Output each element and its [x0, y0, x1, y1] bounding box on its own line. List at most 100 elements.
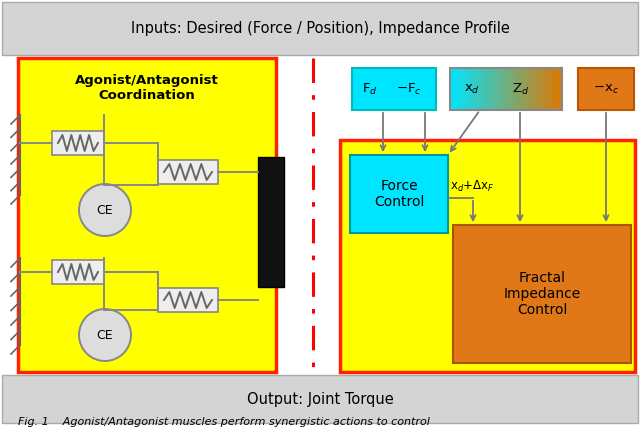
Bar	[511, 68, 513, 110]
Bar	[520, 68, 522, 110]
Bar	[537, 68, 539, 110]
Text: Fig. 1    Agonist/Antagonist muscles perform synergistic actions to control: Fig. 1 Agonist/Antagonist muscles perfor…	[18, 417, 430, 427]
Bar	[475, 68, 477, 110]
Bar	[461, 68, 463, 110]
Bar	[471, 68, 473, 110]
Bar	[509, 68, 511, 110]
Text: Agonist/Antagonist
Coordination: Agonist/Antagonist Coordination	[75, 74, 219, 102]
Bar	[470, 68, 472, 110]
Bar	[541, 68, 543, 110]
Bar	[534, 68, 536, 110]
Bar	[488, 68, 490, 110]
Text: Inputs: Desired (Force / Position), Impedance Profile: Inputs: Desired (Force / Position), Impe…	[131, 20, 509, 35]
Bar	[492, 68, 494, 110]
Bar	[450, 68, 562, 110]
Bar	[352, 68, 436, 110]
Bar	[500, 68, 502, 110]
Bar	[525, 68, 527, 110]
Bar	[453, 225, 631, 363]
Bar	[530, 68, 532, 110]
Bar	[543, 68, 544, 110]
Bar	[523, 68, 525, 110]
Bar	[529, 68, 531, 110]
Bar	[551, 68, 553, 110]
Bar	[158, 288, 218, 312]
Bar	[516, 68, 518, 110]
Bar	[506, 68, 508, 110]
Bar	[524, 68, 526, 110]
Bar	[484, 68, 486, 110]
Bar	[548, 68, 550, 110]
Bar	[561, 68, 563, 110]
Bar	[538, 68, 540, 110]
Bar	[496, 68, 498, 110]
Bar	[450, 68, 452, 110]
Bar	[481, 68, 483, 110]
Bar	[522, 68, 524, 110]
Bar	[556, 68, 558, 110]
Bar	[554, 68, 556, 110]
Bar	[518, 68, 520, 110]
Text: Fractal
Impedance
Control: Fractal Impedance Control	[504, 271, 580, 317]
Bar	[258, 157, 284, 287]
Bar	[515, 68, 516, 110]
Circle shape	[79, 309, 131, 361]
Bar	[486, 68, 488, 110]
Bar	[474, 68, 476, 110]
Bar	[477, 68, 479, 110]
Bar	[463, 68, 465, 110]
Bar	[491, 68, 493, 110]
Bar	[536, 68, 538, 110]
Bar	[464, 68, 466, 110]
Bar	[340, 140, 635, 372]
Bar	[504, 68, 506, 110]
Bar	[544, 68, 546, 110]
Bar	[547, 68, 548, 110]
Bar	[453, 68, 454, 110]
Text: CE: CE	[97, 204, 113, 217]
Text: Force
Control: Force Control	[374, 179, 424, 209]
Bar	[503, 68, 505, 110]
Bar	[498, 68, 499, 110]
Bar	[460, 68, 461, 110]
Text: Z$_d$: Z$_d$	[512, 82, 529, 96]
Bar	[517, 68, 519, 110]
Bar	[531, 68, 533, 110]
Bar	[558, 68, 560, 110]
Bar	[479, 68, 481, 110]
Bar	[549, 68, 551, 110]
Circle shape	[79, 184, 131, 236]
Bar	[513, 68, 515, 110]
Bar	[540, 68, 541, 110]
Text: x$_d$: x$_d$	[464, 82, 480, 95]
Text: F$_d$: F$_d$	[362, 82, 378, 96]
Bar	[52, 131, 104, 155]
Bar	[495, 68, 497, 110]
Bar	[559, 68, 561, 110]
Bar	[555, 68, 557, 110]
Bar	[482, 68, 484, 110]
Bar	[527, 68, 529, 110]
Bar	[2, 375, 638, 423]
Bar	[2, 2, 638, 55]
Text: $-$F$_c$: $-$F$_c$	[396, 82, 422, 96]
Bar	[350, 155, 448, 233]
Bar	[545, 68, 547, 110]
Bar	[468, 68, 470, 110]
Bar	[451, 68, 453, 110]
Bar	[532, 68, 534, 110]
Bar	[493, 68, 495, 110]
Bar	[456, 68, 458, 110]
Bar	[489, 68, 491, 110]
Bar	[508, 68, 509, 110]
Bar	[510, 68, 512, 110]
Text: $-$x$_c$: $-$x$_c$	[593, 82, 619, 95]
Bar	[457, 68, 459, 110]
Bar	[472, 68, 474, 110]
Bar	[465, 68, 467, 110]
Bar	[158, 160, 218, 184]
Text: x$_d$+$\Delta$x$_F$: x$_d$+$\Delta$x$_F$	[450, 178, 495, 194]
Bar	[18, 58, 276, 372]
Bar	[458, 68, 460, 110]
Bar	[502, 68, 504, 110]
